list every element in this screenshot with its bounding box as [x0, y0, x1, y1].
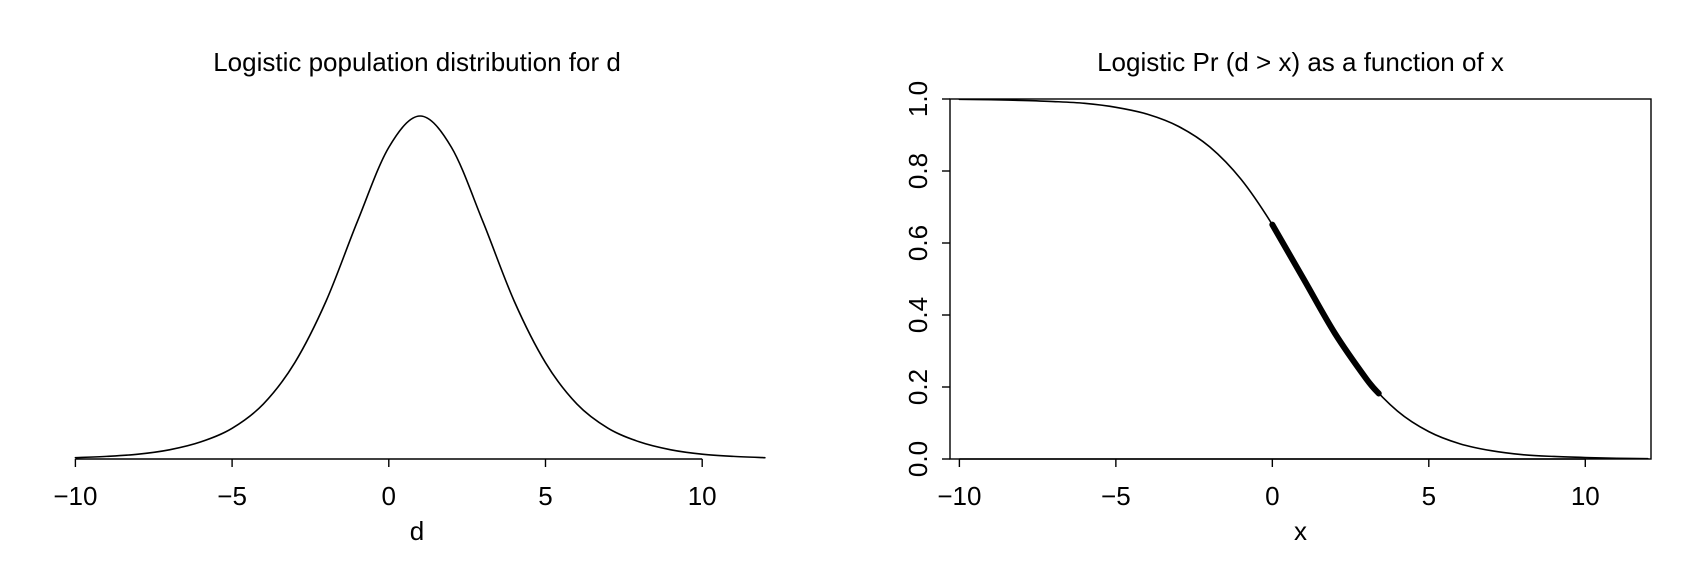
x-tick-label: 10	[1571, 481, 1600, 511]
chart-title: Logistic population distribution for d	[213, 47, 621, 77]
x-tick-label: −10	[53, 481, 97, 511]
x-tick-label: −10	[937, 481, 981, 511]
data-line	[1269, 221, 1382, 397]
chart-panel: Logistic Pr (d > x) as a function of x x −…	[903, 47, 1652, 546]
y-tick-label: 1.0	[903, 81, 933, 117]
x-axis-label: x	[1294, 516, 1307, 546]
chart-title: Logistic Pr (d > x) as a function of x	[1097, 47, 1504, 77]
x-tick-label: −5	[217, 481, 247, 511]
x-tick-label: −5	[1101, 481, 1131, 511]
y-tick-label: 0.0	[903, 441, 933, 477]
y-tick-label: 0.8	[903, 153, 933, 189]
data-line	[74, 115, 766, 459]
chart-panel: Logistic population distribution for d d −…	[53, 47, 766, 546]
y-tick-label: 0.2	[903, 369, 933, 405]
x-tick-label: 5	[1422, 481, 1436, 511]
x-axis-label: d	[410, 516, 424, 546]
y-tick-label: 0.4	[903, 297, 933, 333]
x-tick-label: 0	[382, 481, 396, 511]
y-tick-label: 0.6	[903, 225, 933, 261]
x-tick-label: 0	[1265, 481, 1279, 511]
plot-frame	[949, 98, 1652, 460]
x-tick-label: 10	[688, 481, 717, 511]
x-tick-label: 5	[538, 481, 552, 511]
